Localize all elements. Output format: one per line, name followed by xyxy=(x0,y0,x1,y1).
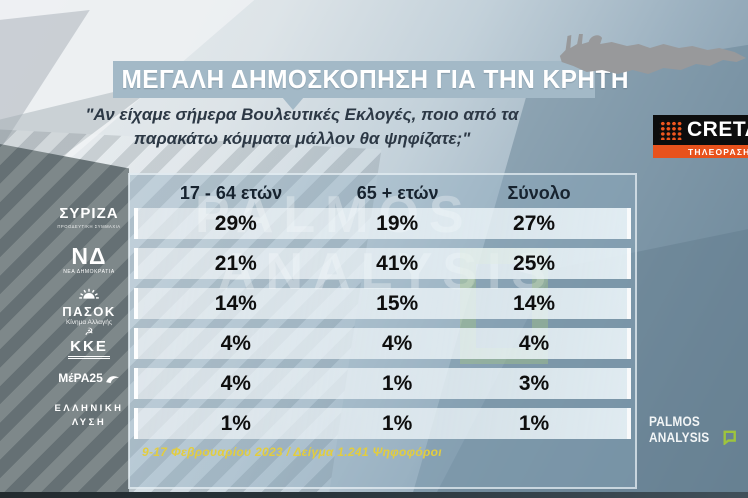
survey-footnote: 9-17 Φεβρουαρίου 2023 / Δείγμα 1.241 Ψηφ… xyxy=(142,445,442,459)
table-header-row: 17 - 64 ετών 65 + ετών Σύνολο xyxy=(130,178,635,208)
cell-value: 4% xyxy=(220,371,251,395)
mera25-bird-icon xyxy=(105,375,119,383)
party-logo-pasok: ΠΑΣΟΚ Κίνημα Αλλαγής xyxy=(46,286,132,326)
channel-tagline: ΤΗΛΕΟΡΑΣΗ xyxy=(688,146,748,157)
title-bar-tail xyxy=(282,97,304,110)
party-logo-kke: ☭ ΚΚΕ xyxy=(46,328,132,359)
channel-name: CRETA xyxy=(687,118,748,141)
party-column-background xyxy=(0,144,129,493)
table-row: 1% 1% 1% xyxy=(134,408,631,439)
cell-value: 19% xyxy=(376,211,419,235)
hammer-sickle-icon: ☭ xyxy=(84,327,94,338)
cell-value: 4% xyxy=(220,331,251,355)
cell-value: 29% xyxy=(214,211,257,235)
channel-logo: CRETA ΤΗΛΕΟΡΑΣΗ xyxy=(653,115,748,158)
column-header: 65 + ετών xyxy=(356,182,439,203)
pasok-sun-icon xyxy=(79,288,99,299)
table-row: 4% 4% 4% xyxy=(134,328,631,359)
cell-value: 14% xyxy=(214,291,257,315)
page-title: ΜΕΓΑΛΗ ΔΗΜΟΣΚΟΠΗΣΗ ΓΙΑ ΤΗΝ ΚΡΗΤΗ xyxy=(121,64,630,94)
table-row: 21% 41% 25% xyxy=(134,248,631,279)
party-logo-elliniki-lysi: ΕΛΛΗΝΙΚΗ ΛΥΣΗ xyxy=(54,403,124,428)
cell-value: 4% xyxy=(381,331,413,355)
cell-value: 1% xyxy=(518,411,550,435)
cell-value: 27% xyxy=(513,211,556,235)
poll-question: "Αν είχαμε σήμερα Βουλευτικές Εκλογές, π… xyxy=(85,105,519,149)
crete-map-image xyxy=(559,34,747,74)
column-header: 17 - 64 ετών xyxy=(179,182,283,203)
party-logo-mera25: ΜέΡΑ25 xyxy=(46,371,132,385)
table-row: 14% 15% 14% xyxy=(134,288,631,319)
cell-value: 1% xyxy=(381,371,413,395)
party-logo-syriza: ΣΥΡΙΖΑ ΠΡΟΟΔΕΥΤΙΚΗ ΣΥΜΜΑΧΙΑ xyxy=(57,205,121,229)
cell-value: 1% xyxy=(381,411,413,435)
results-table: PALMOS ANALYSIS 17 - 64 ετών 65 + ετών Σ… xyxy=(128,173,637,489)
cell-value: 1% xyxy=(220,411,251,435)
party-logo-nea-dimokratia: ΝΔ ΝΕΑ ΔΗΜΟΚΡΑΤΙΑ xyxy=(63,243,115,275)
cell-value: 4% xyxy=(518,331,550,355)
cell-value: 3% xyxy=(518,371,550,395)
title-bar: ΜΕΓΑΛΗ ΔΗΜΟΣΚΟΠΗΣΗ ΓΙΑ ΤΗΝ ΚΡΗΤΗ xyxy=(113,61,629,98)
channel-tagline-strip: ΤΗΛΕΟΡΑΣΗ xyxy=(653,145,748,158)
bottom-edge-strip xyxy=(0,492,748,498)
palmos-chat-icon xyxy=(723,430,736,445)
channel-logo-bar: CRETA xyxy=(653,115,748,145)
cell-value: 15% xyxy=(376,291,419,315)
table-row: 29% 19% 27% xyxy=(134,208,631,239)
column-header: Σύνολο xyxy=(507,182,571,203)
creta-dots-icon xyxy=(659,120,682,140)
cell-value: 21% xyxy=(214,251,257,275)
cell-value: 14% xyxy=(513,291,556,315)
cell-value: 25% xyxy=(513,251,556,275)
table-row: 4% 1% 3% xyxy=(134,368,631,399)
cell-value: 41% xyxy=(376,251,419,275)
pollster-logo: PALMOS ANALYSIS xyxy=(649,415,738,445)
